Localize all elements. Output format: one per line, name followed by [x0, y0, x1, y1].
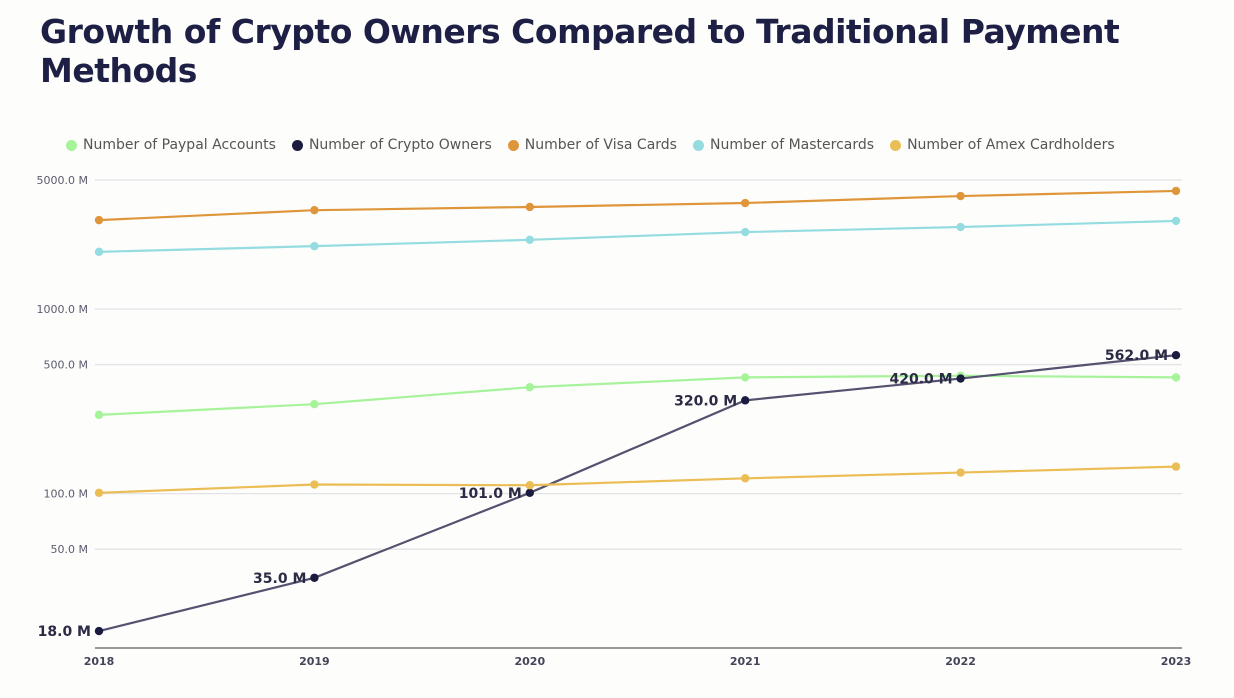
legend-marker [66, 139, 77, 151]
legend-label: Number of Visa Cards [524, 137, 677, 153]
data-point [741, 373, 750, 382]
data-point [1171, 186, 1181, 196]
data-label: 320.0 M [674, 393, 737, 409]
y-tick-label: 5000.0 M [37, 174, 88, 187]
data-point [1171, 373, 1181, 382]
data-point [956, 468, 965, 477]
data-point [1171, 462, 1181, 471]
series-number-of-crypto-owners: 18.0 M 35.0 M 101.0 M 320.0 M 420.0 M 562.0 M [38, 348, 1181, 640]
series-line [98, 219, 1177, 253]
data-point [1171, 350, 1181, 360]
data-point [310, 241, 319, 251]
series-number-of-mastercards [94, 216, 1181, 257]
data-point [525, 481, 534, 490]
data-point [94, 488, 104, 498]
data-point [741, 198, 750, 208]
legend-marker [890, 139, 902, 151]
x-tick-label: 2023 [1161, 655, 1192, 668]
legend-marker [692, 139, 704, 151]
series-number-of-paypal-accounts [94, 371, 1181, 420]
series-line [98, 374, 1177, 416]
data-point [525, 383, 534, 392]
data-point [310, 480, 319, 489]
legend-item[interactable]: Number of Visa Cards [507, 137, 677, 153]
legend-label: Number of Crypto Owners [308, 137, 492, 153]
data-label: 101.0 M [459, 486, 522, 502]
data-point [956, 191, 965, 201]
data-point [310, 573, 319, 582]
data-point [525, 235, 534, 245]
legend: Number of Paypal Accounts Number of Crypt… [66, 137, 1115, 153]
x-tick-label: 2021 [730, 655, 761, 668]
data-point [956, 222, 965, 232]
data-point [1171, 216, 1181, 226]
x-tick-label: 2019 [299, 655, 330, 668]
data-point [741, 227, 750, 237]
data-point [525, 488, 534, 498]
legend-item[interactable]: Number of Mastercards [692, 137, 875, 153]
data-label: 18.0 M [38, 624, 91, 640]
y-tick-label: 100.0 M [44, 488, 88, 501]
legend-label: Number of Amex Cardholders [907, 137, 1115, 153]
legend-item[interactable]: Number of Crypto Owners [291, 137, 492, 153]
data-point [310, 205, 319, 215]
legend-item[interactable]: Number of Paypal Accounts [66, 137, 276, 153]
legend-item[interactable]: Number of Amex Cardholders [890, 137, 1115, 153]
data-point [741, 396, 750, 405]
data-point [741, 474, 750, 483]
x-tick-label: 2022 [945, 655, 976, 668]
data-point [956, 374, 965, 383]
data-label: 562.0 M [1105, 348, 1168, 364]
legend-label: Number of Paypal Accounts [83, 137, 276, 153]
series-line [98, 354, 1177, 633]
data-label: 35.0 M [253, 571, 306, 587]
legend-marker [507, 139, 519, 151]
data-point [94, 410, 104, 420]
x-tick-label: 2018 [84, 655, 115, 668]
series-line [98, 189, 1177, 222]
data-point [525, 202, 534, 212]
series-number-of-amex-cardholders [94, 462, 1181, 498]
y-tick-label: 50.0 M [51, 543, 88, 556]
data-point [94, 626, 104, 636]
y-tick-label: 500.0 M [44, 359, 88, 372]
data-point [94, 247, 104, 257]
data-point [310, 399, 319, 409]
data-point [94, 215, 104, 225]
legend-marker [291, 139, 303, 151]
legend-label: Number of Mastercards [709, 137, 875, 153]
series-number-of-visa-cards [94, 186, 1181, 225]
chart-title: Growth of Crypto Owners Compared to Trad… [40, 12, 1120, 90]
data-label: 420.0 M [890, 372, 953, 388]
y-tick-label: 1000.0 M [37, 303, 88, 316]
x-tick-label: 2020 [514, 655, 545, 668]
series-line [98, 465, 1177, 494]
